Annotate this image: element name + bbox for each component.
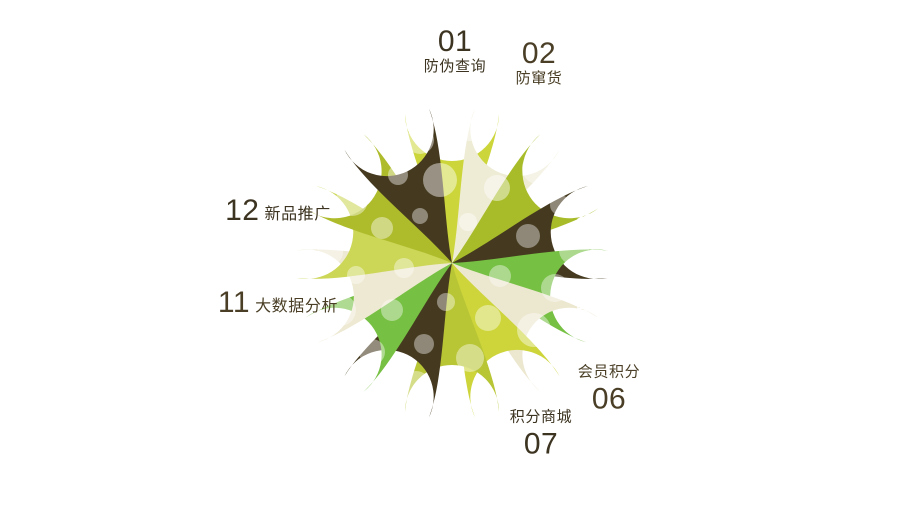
overlay-dot xyxy=(336,184,368,216)
overlay-dot xyxy=(381,299,403,321)
overlay-dot xyxy=(414,334,434,354)
overlay-dot xyxy=(517,313,551,347)
overlay-dot xyxy=(489,265,511,287)
petal-04[interactable] xyxy=(442,186,608,309)
overlay-dot xyxy=(359,339,385,365)
overlay-dots-group xyxy=(317,119,589,408)
petal-03[interactable] xyxy=(423,134,599,300)
petal-10[interactable] xyxy=(305,226,481,392)
overlay-dot xyxy=(459,213,477,231)
overlay-dot xyxy=(388,165,408,185)
overlay-dot xyxy=(371,217,393,239)
petals-group xyxy=(296,108,608,418)
overlay-dot xyxy=(423,163,457,197)
petal-06[interactable] xyxy=(423,226,599,392)
overlay-dot xyxy=(406,126,434,154)
overlay-dot xyxy=(347,266,365,284)
overlay-dot xyxy=(491,143,509,161)
overlay-dot xyxy=(516,224,540,248)
petal-07[interactable] xyxy=(410,242,560,418)
petal-11[interactable] xyxy=(296,217,462,343)
overlay-dot xyxy=(444,388,464,408)
overlay-dot xyxy=(559,235,589,265)
overlay-dot xyxy=(484,175,510,201)
overlay-dot xyxy=(401,371,431,401)
overlay-dot xyxy=(412,208,428,224)
overlay-dot xyxy=(475,305,501,331)
overlay-dot xyxy=(456,344,484,372)
petal-08[interactable] xyxy=(405,263,499,412)
overlay-dot xyxy=(550,195,570,215)
overlay-dot xyxy=(324,294,356,326)
petal-01[interactable] xyxy=(405,114,499,263)
overlay-dot xyxy=(394,258,414,278)
overlay-dot xyxy=(522,152,554,184)
petal-14[interactable] xyxy=(344,108,494,283)
overlay-dot xyxy=(459,119,481,141)
petal-13[interactable] xyxy=(305,134,481,300)
overlay-dot xyxy=(437,293,455,311)
overlay-dot xyxy=(317,239,343,265)
overlay-dot xyxy=(541,274,569,302)
